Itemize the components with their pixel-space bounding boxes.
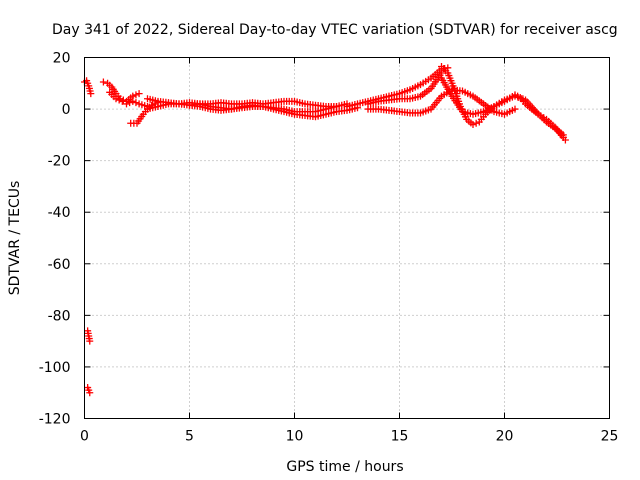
data-point [112,95,120,103]
data-point [87,90,95,98]
y-axis-title: SDTVAR / TECUs [7,181,23,296]
plot-frame [84,57,610,419]
data-point [135,90,143,98]
y-tick-label: -20 [48,154,71,170]
chart-title: Day 341 of 2022, Sidereal Day-to-day VTE… [52,22,618,38]
data-point [86,389,94,397]
x-axis-title: GPS time / hours [286,459,403,475]
x-tick-label: 10 [286,429,304,445]
data-point [511,105,519,113]
data-point [472,119,480,127]
data-point [115,96,123,104]
data-point [99,78,107,86]
x-tick-label: 0 [80,429,89,445]
y-tick-label: 0 [62,102,71,118]
data-point [561,136,569,144]
y-tick-label: -80 [48,308,71,324]
data-marks [81,63,569,397]
y-tick-label: -60 [48,257,71,273]
y-tick-label: -40 [48,205,71,221]
x-tick-label: 5 [185,429,194,445]
y-tick-label: -100 [39,360,71,376]
data-point [132,91,140,99]
data-point [469,121,477,129]
x-tick-label: 15 [391,429,409,445]
data-point [118,97,126,105]
x-tick-labels: 0 5 10 15 20 25 [80,429,618,445]
x-tick-label: 25 [601,429,619,445]
data-point [86,337,94,345]
data-point [123,100,130,108]
y-tick-labels: -120 -100 -80 -60 -40 -20 0 20 [39,51,71,428]
y-tick-label: -120 [39,412,71,428]
y-tick-label: 20 [53,51,71,67]
x-tick-label: 20 [496,429,514,445]
data-point [132,99,140,107]
data-point [126,99,134,107]
data-point [129,97,137,105]
